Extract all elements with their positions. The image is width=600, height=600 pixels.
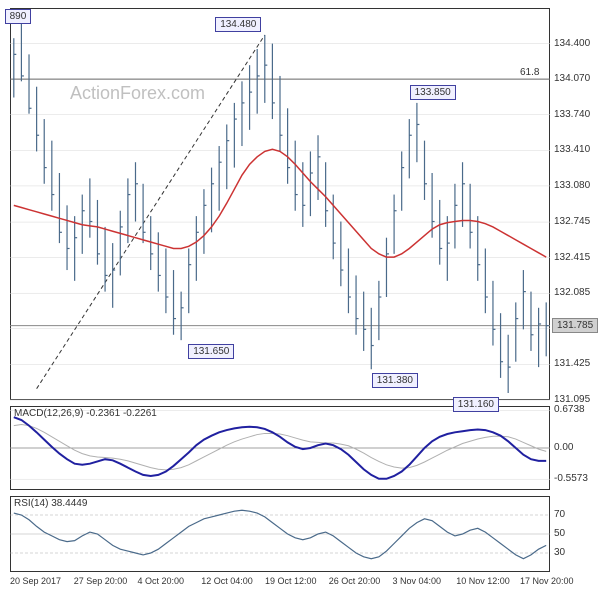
x-tick-label: 10 Nov 12:00 <box>456 576 510 586</box>
fib-label: 61.8 <box>520 67 539 78</box>
y-tick-label: 134.400 <box>554 38 590 49</box>
y-tick-label: 133.080 <box>554 180 590 191</box>
rsi-ytick: 30 <box>554 547 565 558</box>
x-tick-label: 12 Oct 04:00 <box>201 576 253 586</box>
current-price-box: 131.785 <box>552 318 598 333</box>
y-tick-label: 131.425 <box>554 358 590 369</box>
price-annotation: 131.650 <box>188 344 234 359</box>
price-annotation: 133.850 <box>410 85 456 100</box>
y-tick-label: 132.085 <box>554 287 590 298</box>
x-tick-label: 26 Oct 20:00 <box>329 576 381 586</box>
rsi-ytick: 50 <box>554 528 565 539</box>
x-tick-label: 17 Nov 20:00 <box>520 576 574 586</box>
rsi-svg <box>0 0 600 600</box>
macd-ytick: -0.5573 <box>554 473 588 484</box>
rsi-label: RSI(14) 38.4449 <box>14 498 87 509</box>
y-tick-label: 133.740 <box>554 109 590 120</box>
y-tick-label: 133.410 <box>554 144 590 155</box>
x-tick-label: 4 Oct 20:00 <box>138 576 185 586</box>
x-tick-label: 27 Sep 20:00 <box>74 576 128 586</box>
price-annotation: 131.380 <box>372 373 418 388</box>
price-annotation: 890 <box>5 9 32 24</box>
macd-ytick: 0.6738 <box>554 404 585 415</box>
y-tick-label: 132.745 <box>554 216 590 227</box>
y-tick-label: 134.070 <box>554 73 590 84</box>
x-tick-label: 3 Nov 04:00 <box>393 576 442 586</box>
x-tick-label: 20 Sep 2017 <box>10 576 61 586</box>
rsi-ytick: 70 <box>554 509 565 520</box>
price-annotation: 131.160 <box>453 397 499 412</box>
macd-ytick: 0.00 <box>554 442 573 453</box>
y-tick-label: 132.415 <box>554 252 590 263</box>
price-annotation: 134.480 <box>215 17 261 32</box>
x-tick-label: 19 Oct 12:00 <box>265 576 317 586</box>
